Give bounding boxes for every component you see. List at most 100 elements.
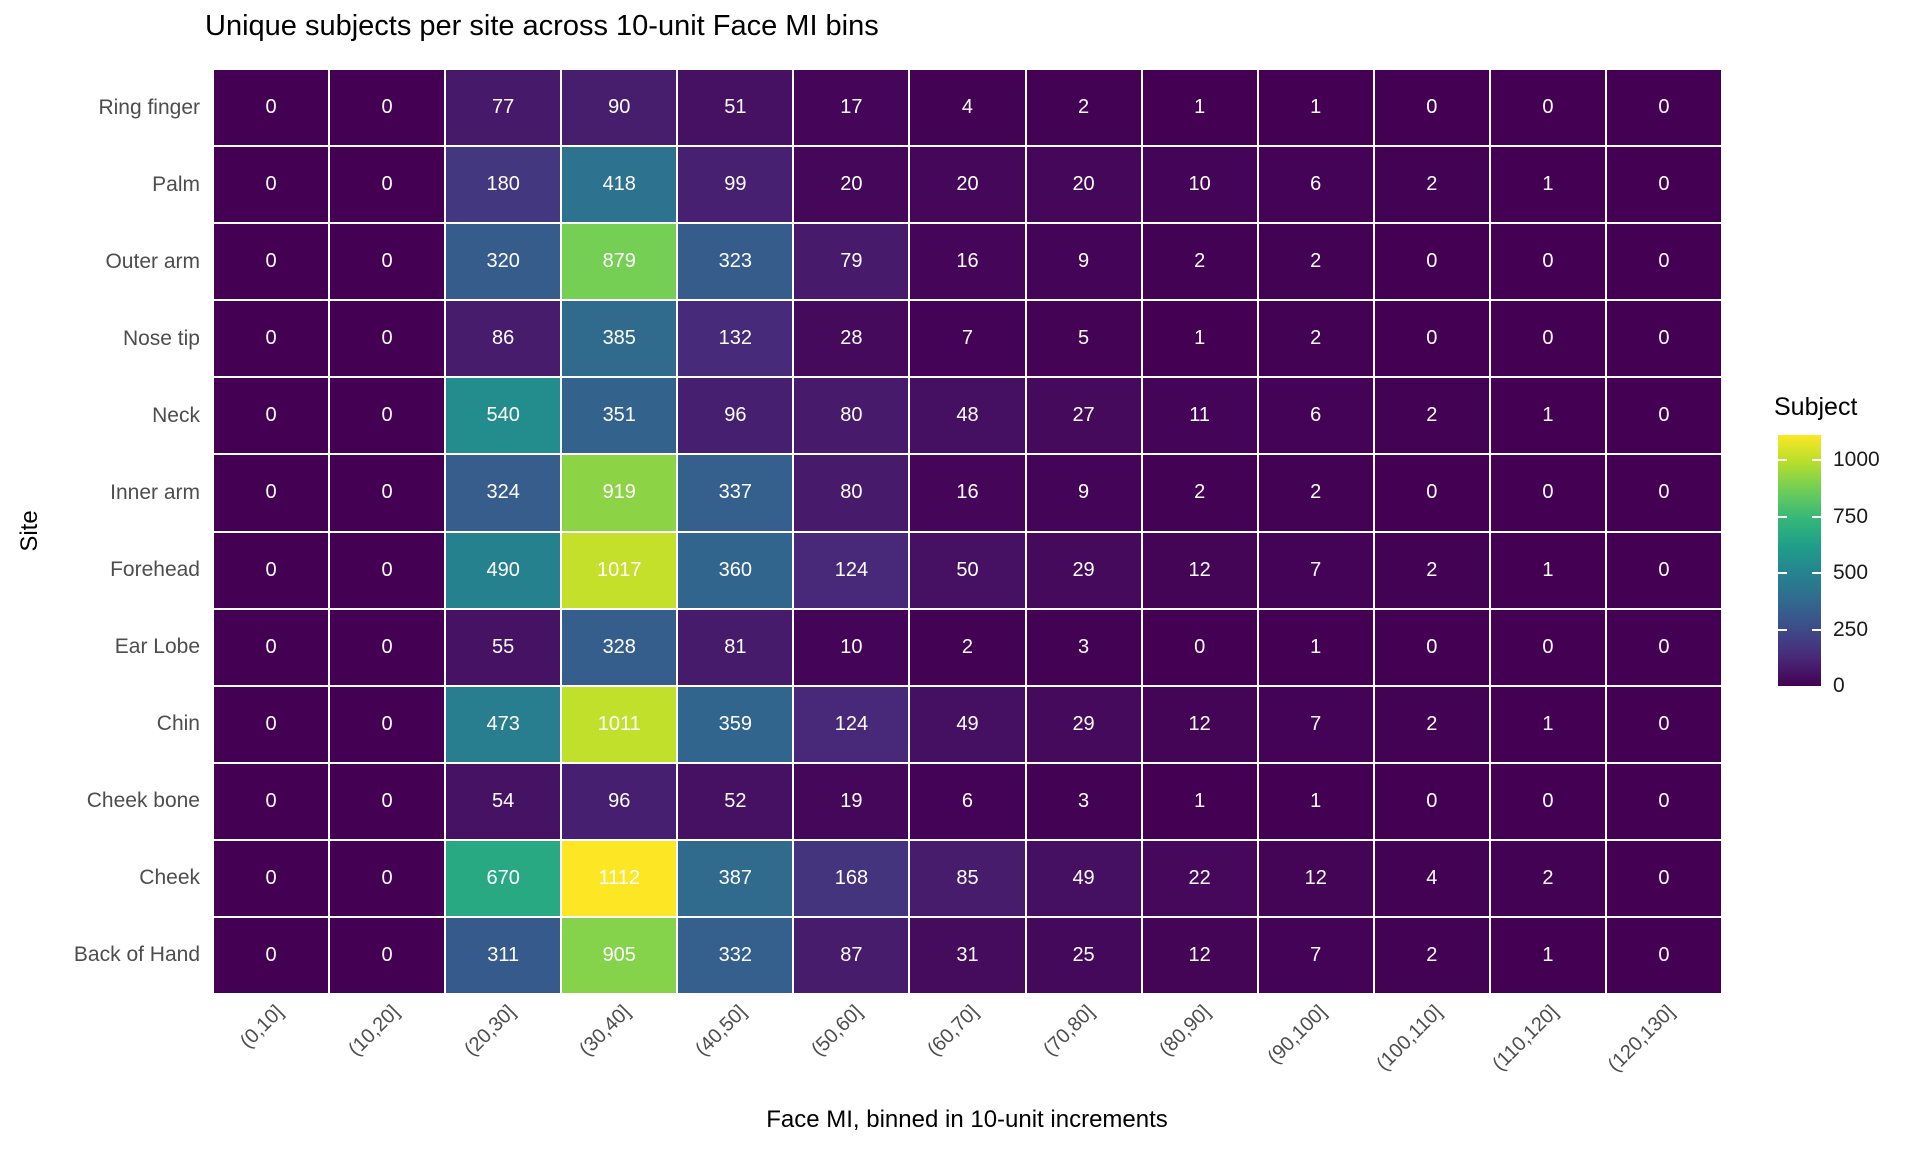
y-axis-label: Chin	[156, 711, 200, 735]
heatmap-cell: 0	[330, 686, 445, 762]
heatmap-cell: 10	[1142, 147, 1257, 223]
heatmap-cell: 0	[1490, 224, 1605, 300]
heatmap-cell: 2	[1258, 224, 1373, 300]
heatmap-cell: 0	[1374, 70, 1489, 146]
x-axis-label: (50,60]	[807, 1001, 868, 1061]
heatmap-cell: 55	[446, 609, 561, 685]
heatmap-cell: 360	[678, 532, 793, 608]
heatmap-cell: 0	[330, 609, 445, 685]
heatmap-cell: 29	[1026, 532, 1141, 608]
heatmap-cell: 6	[1258, 378, 1373, 454]
heatmap-cell: 0	[1606, 917, 1721, 993]
heatmap-cell: 99	[678, 147, 793, 223]
heatmap-cell: 0	[1606, 378, 1721, 454]
heatmap-cell: 0	[330, 147, 445, 223]
x-axis-label: (40,50]	[691, 1001, 752, 1061]
y-axis-labels: Ring finger Palm Outer arm Nose tip Neck Inne…	[0, 70, 200, 993]
heatmap-cell: 16	[910, 224, 1025, 300]
colorbar-tick	[1778, 459, 1787, 462]
heatmap-cell: 1	[1490, 378, 1605, 454]
heatmap-cell: 473	[446, 686, 561, 762]
heatmap-cell: 168	[794, 840, 909, 916]
y-axis-label: Cheek	[139, 865, 200, 889]
heatmap-cell: 124	[794, 532, 909, 608]
y-axis-label: Ring finger	[98, 96, 200, 120]
heatmap-cell: 879	[562, 224, 677, 300]
heatmap-cell: 0	[214, 917, 329, 993]
heatmap-cell: 0	[214, 686, 329, 762]
heatmap-cell: 7	[1258, 532, 1373, 608]
heatmap-cell: 50	[910, 532, 1025, 608]
heatmap-cell: 12	[1142, 917, 1257, 993]
heatmap-cell: 49	[910, 686, 1025, 762]
colorbar-gradient	[1778, 435, 1821, 686]
heatmap-cell: 25	[1026, 917, 1141, 993]
heatmap-cell: 2	[1258, 455, 1373, 531]
heatmap-cell: 20	[794, 147, 909, 223]
heatmap-cell: 20	[910, 147, 1025, 223]
x-axis-label: (100,110]	[1372, 1001, 1447, 1076]
heatmap-cell: 1017	[562, 532, 677, 608]
heatmap-cell: 20	[1026, 147, 1141, 223]
heatmap-cell: 52	[678, 763, 793, 839]
heatmap-cell: 337	[678, 455, 793, 531]
heatmap-cell: 29	[1026, 686, 1141, 762]
heatmap-cell: 22	[1142, 840, 1257, 916]
heatmap-cell: 670	[446, 840, 561, 916]
heatmap-cell: 0	[1606, 224, 1721, 300]
heatmap-cell: 324	[446, 455, 561, 531]
heatmap-cell: 124	[794, 686, 909, 762]
heatmap-cell: 905	[562, 917, 677, 993]
heatmap-cell: 0	[1490, 70, 1605, 146]
heatmap-cell: 0	[330, 224, 445, 300]
heatmap-cell: 919	[562, 455, 677, 531]
heatmap-cell: 2	[1026, 70, 1141, 146]
heatmap-cell: 96	[562, 763, 677, 839]
x-axis-label: (70,80]	[1039, 1001, 1099, 1061]
heatmap-cell: 90	[562, 70, 677, 146]
heatmap-cell: 1	[1490, 147, 1605, 223]
heatmap-cell: 12	[1142, 686, 1257, 762]
heatmap-cell: 0	[330, 917, 445, 993]
heatmap-cell: 0	[1606, 147, 1721, 223]
heatmap-cell: 323	[678, 224, 793, 300]
heatmap-cell: 9	[1026, 455, 1141, 531]
heatmap-cell: 180	[446, 147, 561, 223]
colorbar-tick	[1778, 572, 1787, 575]
heatmap-cell: 0	[1606, 455, 1721, 531]
heatmap-cell: 0	[330, 378, 445, 454]
heatmap-cell: 54	[446, 763, 561, 839]
heatmap-cell: 12	[1142, 532, 1257, 608]
heatmap-cell: 385	[562, 301, 677, 377]
heatmap-cell: 7	[1258, 917, 1373, 993]
colorbar-tick	[1778, 628, 1787, 631]
heatmap-cell: 6	[1258, 147, 1373, 223]
heatmap-cell: 2	[1142, 455, 1257, 531]
heatmap-cell: 0	[214, 455, 329, 531]
heatmap-cell: 27	[1026, 378, 1141, 454]
heatmap-cell: 0	[330, 840, 445, 916]
x-axis-label: (80,90]	[1155, 1001, 1215, 1061]
heatmap-cell: 16	[910, 455, 1025, 531]
legend-title: Subject	[1774, 393, 1858, 421]
y-axis-label: Ear Lobe	[114, 634, 200, 658]
heatmap-cell: 0	[1374, 455, 1489, 531]
heatmap-cell: 2	[1374, 917, 1489, 993]
heatmap-cell: 0	[1490, 609, 1605, 685]
y-axis-label: Palm	[152, 173, 200, 197]
x-axis-label: (110,120]	[1488, 1001, 1563, 1076]
heatmap-cell: 418	[562, 147, 677, 223]
heatmap-cell: 0	[1374, 609, 1489, 685]
heatmap-cell: 0	[214, 224, 329, 300]
heatmap-cell: 2	[1142, 224, 1257, 300]
heatmap-cell: 2	[910, 609, 1025, 685]
heatmap-cell: 81	[678, 609, 793, 685]
heatmap-cell: 0	[214, 763, 329, 839]
heatmap-cell: 540	[446, 378, 561, 454]
heatmap-cell: 80	[794, 455, 909, 531]
plot-area: 0 0 77 90 51 17 4 2 1 1 0 0 0 0 0 180 418 99 20 20 20 10 6 2 1 0 0…	[214, 70, 1721, 993]
heatmap-cell: 1	[1142, 70, 1257, 146]
y-axis-label: Inner arm	[110, 481, 200, 505]
heatmap-cell: 3	[1026, 609, 1141, 685]
heatmap-cell: 4	[910, 70, 1025, 146]
